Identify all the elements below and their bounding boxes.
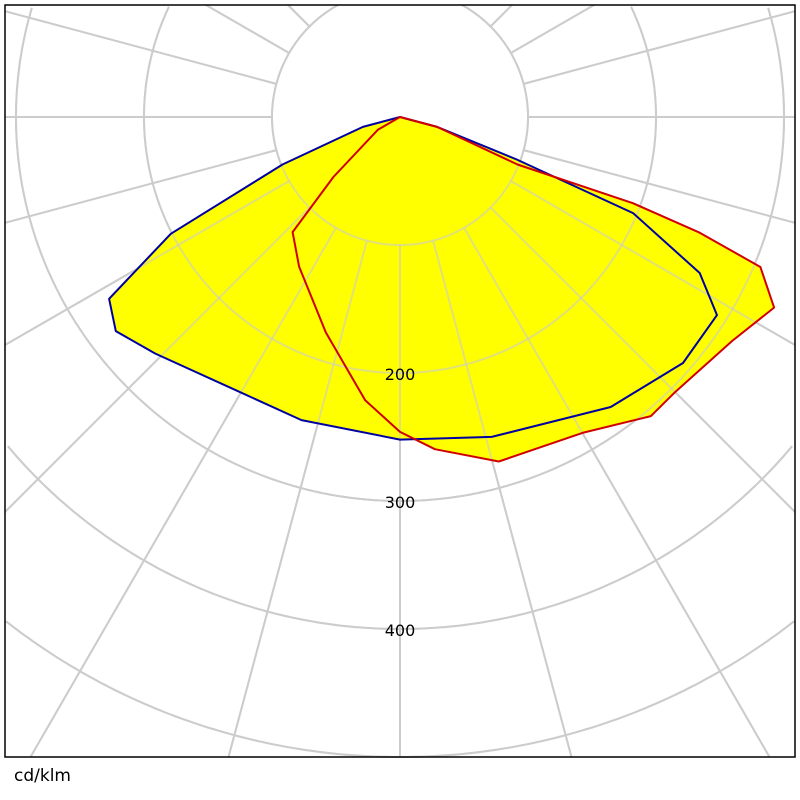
grid-radial-line [523,10,796,85]
grid-radial-line [4,149,277,224]
grid-radial-line [489,4,513,28]
series-line-1 [291,116,776,463]
grid-radial-line [205,4,290,54]
grid-radial-line [463,227,771,758]
grid-circle [15,7,785,502]
grid-radial-line [4,206,311,513]
radial-tick-label: 200 [385,365,416,384]
grid-overlay [4,4,796,758]
series-fill-1 [292,117,775,462]
radial-tick-label: 300 [385,493,416,512]
grid-radial-line [4,180,290,346]
grid-circle [143,6,657,374]
grid-radial-line [287,4,311,28]
radial-tick-label: 400 [385,621,416,640]
unit-label: cd/klm [14,766,71,786]
grid-radial-line [510,180,796,346]
grid-radial-line [227,240,368,758]
plot-frame [4,4,796,758]
grid-radial-line [29,227,337,758]
series-line-0 [108,116,718,441]
tick-labels: 200 300 400 [385,365,416,640]
series-lines [108,116,776,463]
grid-radial-line [4,10,277,85]
grid-radial-line [489,206,796,513]
grid-radial-line [523,149,796,224]
grid-radial-line [510,4,595,54]
grid-radial-line [432,240,573,758]
grid-circle [271,4,529,246]
